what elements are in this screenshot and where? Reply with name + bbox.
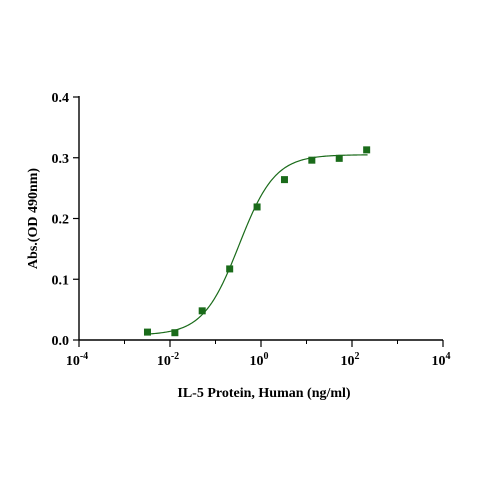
y-tick-label: 0.4 [52,91,70,106]
fit-curve [146,154,368,335]
data-point [280,176,288,184]
x-tick-label: 102 [341,351,360,369]
x-tick-label: 104 [432,351,451,369]
data-point [308,156,316,164]
data-point [198,307,206,315]
x-tick-label: 10-4 [66,351,88,369]
y-tick-label: 0.2 [52,213,70,228]
axes [78,96,443,341]
data-point [226,265,234,273]
data-points [143,146,371,337]
y-axis-title: Abs.(OD 490nm) [26,168,41,269]
data-point [171,329,179,337]
x-tick-label: 100 [250,351,269,369]
data-point [253,203,261,211]
y-tick-label: 0.1 [52,273,70,288]
x-axis-title: IL-5 Protein, Human (ng/ml) [177,386,351,401]
data-point [363,146,371,154]
data-point [335,154,343,162]
x-axis-ticks: 10-4 10-2 100 102 104 [66,340,451,369]
data-point [143,328,151,336]
y-tick-label: 0.3 [52,152,70,167]
x-tick-label: 10-2 [157,351,179,369]
y-tick-label: 0.0 [52,334,70,349]
y-axis-ticks: 0.0 0.1 0.2 0.3 0.4 [52,91,79,349]
